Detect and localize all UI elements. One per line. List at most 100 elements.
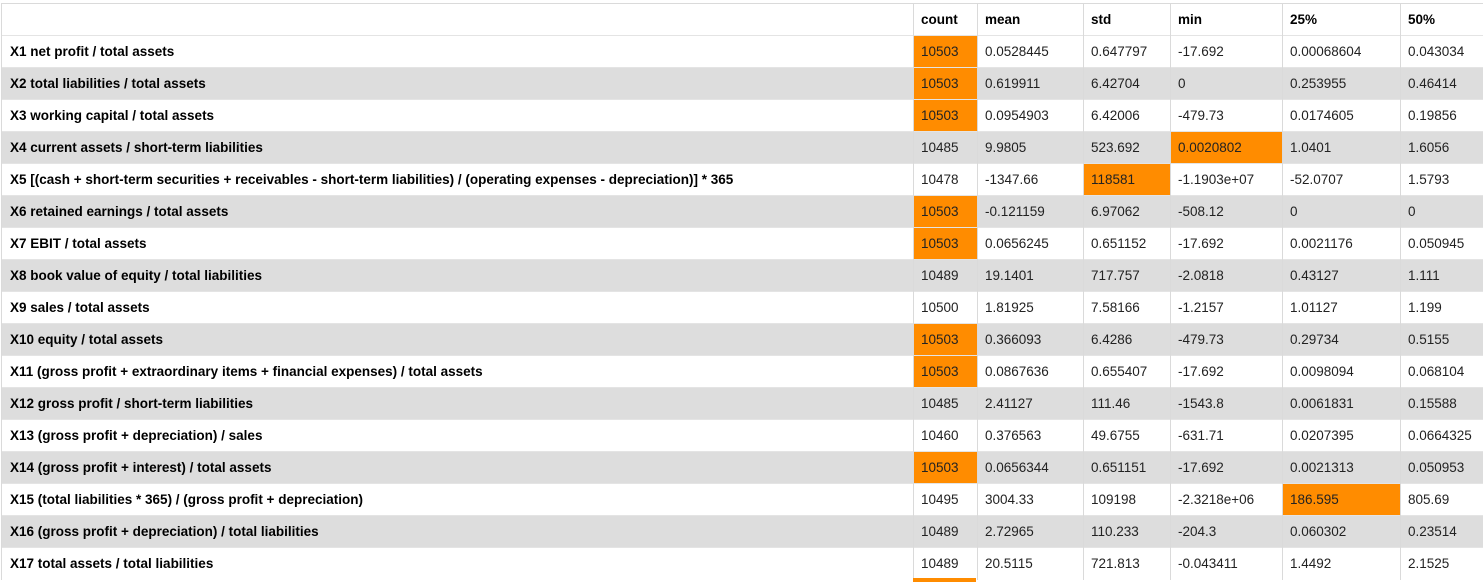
cell-mean[interactable]: 0.366093 [977, 323, 1084, 356]
cell-25-percent[interactable]: 0.0098094 [1282, 355, 1401, 388]
cell-std[interactable]: 0.655407 [1083, 355, 1171, 388]
cell-min[interactable]: -508.12 [1170, 195, 1283, 228]
column-header-std[interactable]: std [1083, 3, 1171, 36]
cell-count[interactable]: 10460 [913, 419, 978, 452]
cell-min[interactable]: 0 [1170, 67, 1283, 100]
cell-50-percent[interactable]: 0.19856 [1400, 99, 1483, 132]
cell-min[interactable]: -204.3 [1170, 515, 1283, 548]
cell-50-percent[interactable]: 1.5793 [1400, 163, 1483, 196]
cell-mean[interactable]: 0.0656245 [977, 227, 1084, 260]
cell-mean[interactable]: -0.121159 [977, 195, 1084, 228]
cell-count-highlighted[interactable]: 10503 [913, 35, 978, 68]
cell-min[interactable]: -17.692 [1170, 355, 1283, 388]
cell-50-percent[interactable]: 0.5155 [1400, 323, 1483, 356]
cell-50-percent[interactable]: 0.043034 [1400, 35, 1483, 68]
cell-25-percent[interactable]: 0.29734 [1282, 323, 1401, 356]
cell-25-percent[interactable]: 0.0061831 [1282, 387, 1401, 420]
cell-50-percent[interactable]: 1.6056 [1400, 131, 1483, 164]
cell-min[interactable]: -17.692 [1170, 227, 1283, 260]
cell-min[interactable]: -0.043411 [1170, 547, 1283, 580]
cell-std[interactable]: 6.42704 [1083, 67, 1171, 100]
cell-25-percent[interactable]: 0 [1282, 195, 1401, 228]
cell-count[interactable]: 10478 [913, 163, 978, 196]
cell-50-percent[interactable]: 2.1525 [1400, 547, 1483, 580]
cell-count[interactable]: 10500 [913, 291, 978, 324]
cell-mean[interactable]: 0.0954903 [977, 99, 1084, 132]
cell-25-percent[interactable]: 0.253955 [1282, 67, 1401, 100]
cell-min-highlighted[interactable]: 0.0020802 [1170, 131, 1283, 164]
cell-25-percent-highlighted[interactable]: 186.595 [1282, 483, 1401, 516]
cell-25-percent[interactable]: 1.4492 [1282, 547, 1401, 580]
cell-min[interactable]: -1543.8 [1170, 387, 1283, 420]
cell-50-percent[interactable]: 0.050953 [1400, 451, 1483, 484]
cell-mean[interactable]: 0.376563 [977, 419, 1084, 452]
cell-50-percent[interactable]: 0.23514 [1400, 515, 1483, 548]
cell-min[interactable]: -479.73 [1170, 323, 1283, 356]
column-header-mean[interactable]: mean [977, 3, 1084, 36]
cell-min[interactable]: -2.3218e+06 [1170, 483, 1283, 516]
cell-25-percent[interactable]: 0.0021176 [1282, 227, 1401, 260]
column-header-50-percent[interactable]: 50% [1400, 3, 1483, 36]
cell-50-percent[interactable]: 0.068104 [1400, 355, 1483, 388]
cell-25-percent[interactable]: 1.01127 [1282, 291, 1401, 324]
cell-count-highlighted[interactable]: 10503 [913, 99, 978, 132]
cell-std[interactable]: 717.757 [1083, 259, 1171, 292]
cell-count[interactable]: 10485 [913, 131, 978, 164]
cell-count-highlighted[interactable]: 10503 [913, 451, 978, 484]
cell-count-highlighted[interactable]: 10503 [913, 323, 978, 356]
cell-count-highlighted[interactable]: 10503 [913, 195, 978, 228]
cell-50-percent[interactable]: 0 [1400, 195, 1483, 228]
cell-std[interactable]: 49.6755 [1083, 419, 1171, 452]
cell-50-percent[interactable]: 1.199 [1400, 291, 1483, 324]
cell-mean[interactable]: 1.81925 [977, 291, 1084, 324]
cell-mean[interactable]: 19.1401 [977, 259, 1084, 292]
cell-std[interactable]: 0.651152 [1083, 227, 1171, 260]
cell-count[interactable]: 10485 [913, 387, 978, 420]
cell-std[interactable]: 110.233 [1083, 515, 1171, 548]
cell-min[interactable]: -631.71 [1170, 419, 1283, 452]
cell-count-highlighted[interactable]: 10503 [913, 227, 978, 260]
cell-50-percent[interactable]: 805.69 [1400, 483, 1483, 516]
cell-mean[interactable]: 0.0528445 [977, 35, 1084, 68]
cell-mean[interactable]: 0.0656344 [977, 451, 1084, 484]
cell-count[interactable]: 10489 [913, 515, 978, 548]
cell-std[interactable]: 6.42006 [1083, 99, 1171, 132]
cell-mean[interactable]: 0.0867636 [977, 355, 1084, 388]
cell-25-percent[interactable]: 0.43127 [1282, 259, 1401, 292]
cell-std[interactable]: 0.647797 [1083, 35, 1171, 68]
cell-25-percent[interactable]: 1.0401 [1282, 131, 1401, 164]
cell-50-percent[interactable]: 0.050945 [1400, 227, 1483, 260]
cell-25-percent[interactable]: 0.060302 [1282, 515, 1401, 548]
cell-std[interactable]: 109198 [1083, 483, 1171, 516]
column-header-min[interactable]: min [1170, 3, 1283, 36]
cell-25-percent[interactable]: -52.0707 [1282, 163, 1401, 196]
cell-50-percent[interactable]: 0.15588 [1400, 387, 1483, 420]
cell-count[interactable]: 10489 [913, 547, 978, 580]
column-header-count[interactable]: count [913, 3, 978, 36]
cell-count-highlighted[interactable]: 10503 [913, 67, 978, 100]
column-header-25-percent[interactable]: 25% [1282, 3, 1401, 36]
cell-mean[interactable]: 9.9805 [977, 131, 1084, 164]
cell-min[interactable]: -1.2157 [1170, 291, 1283, 324]
cell-50-percent[interactable]: 0.0664325 [1400, 419, 1483, 452]
cell-min[interactable]: -2.0818 [1170, 259, 1283, 292]
cell-std[interactable]: 721.813 [1083, 547, 1171, 580]
cell-25-percent[interactable]: 0.0207395 [1282, 419, 1401, 452]
cell-min[interactable]: -1.1903e+07 [1170, 163, 1283, 196]
cell-std[interactable]: 7.58166 [1083, 291, 1171, 324]
cell-mean[interactable]: 0.619911 [977, 67, 1084, 100]
cell-std[interactable]: 111.46 [1083, 387, 1171, 420]
cell-25-percent[interactable]: 0.00068604 [1282, 35, 1401, 68]
cell-50-percent[interactable]: 0.46414 [1400, 67, 1483, 100]
cell-count[interactable]: 10489 [913, 259, 978, 292]
cell-min[interactable]: -17.692 [1170, 451, 1283, 484]
cell-count[interactable]: 10495 [913, 483, 978, 516]
cell-std[interactable]: 523.692 [1083, 131, 1171, 164]
cell-min[interactable]: -479.73 [1170, 99, 1283, 132]
cell-std[interactable]: 6.97062 [1083, 195, 1171, 228]
cell-std-highlighted[interactable]: 118581 [1083, 163, 1171, 196]
cell-mean[interactable]: 2.41127 [977, 387, 1084, 420]
cell-mean[interactable]: 2.72965 [977, 515, 1084, 548]
cell-count-highlighted[interactable]: 10503 [913, 355, 978, 388]
cell-std[interactable]: 0.651151 [1083, 451, 1171, 484]
